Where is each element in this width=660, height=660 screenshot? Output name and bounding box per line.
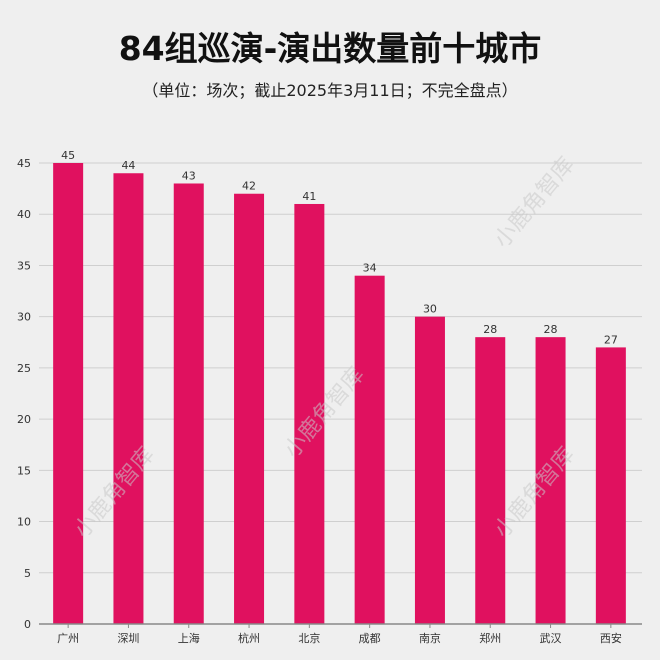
x-tick-label: 南京 bbox=[419, 631, 441, 645]
bar bbox=[113, 173, 144, 624]
data-label: 42 bbox=[242, 180, 256, 193]
y-tick-label: 15 bbox=[17, 464, 31, 477]
bar bbox=[414, 316, 445, 624]
data-label: 44 bbox=[121, 159, 135, 172]
y-tick-label: 0 bbox=[24, 618, 31, 631]
chart-subtitle: （单位：场次；截止2025年3月11日；不完全盘点） bbox=[142, 81, 518, 100]
data-label: 28 bbox=[483, 323, 497, 336]
bar bbox=[354, 275, 385, 624]
data-label: 43 bbox=[182, 169, 196, 182]
x-tick-label: 成都 bbox=[359, 632, 381, 645]
bar bbox=[53, 163, 84, 624]
x-tick-label: 广州 bbox=[57, 632, 79, 645]
bar bbox=[173, 183, 204, 624]
x-tick-label: 郑州 bbox=[479, 631, 501, 645]
bar bbox=[234, 193, 265, 624]
y-tick-label: 5 bbox=[24, 567, 31, 580]
bar bbox=[475, 337, 506, 624]
x-tick-label: 西安 bbox=[600, 631, 622, 645]
chart-title: 84组巡演-演出数量前十城市 bbox=[118, 29, 542, 68]
y-tick-label: 30 bbox=[17, 311, 31, 324]
y-tick-label: 40 bbox=[17, 208, 31, 221]
x-tick-label: 上海 bbox=[178, 631, 200, 645]
y-tick-label: 25 bbox=[17, 362, 31, 375]
data-label: 30 bbox=[423, 303, 437, 316]
data-label: 27 bbox=[604, 333, 618, 346]
data-label: 28 bbox=[544, 323, 558, 336]
x-tick-label: 杭州 bbox=[238, 631, 260, 645]
x-tick-label: 深圳 bbox=[117, 632, 139, 645]
data-label: 34 bbox=[363, 262, 377, 275]
x-tick-label: 武汉 bbox=[540, 632, 562, 645]
y-tick-label: 20 bbox=[17, 413, 31, 426]
y-tick-label: 35 bbox=[17, 259, 31, 272]
y-tick-label: 45 bbox=[17, 157, 31, 170]
data-label: 45 bbox=[61, 149, 75, 162]
bar bbox=[535, 337, 566, 624]
data-label: 41 bbox=[302, 190, 316, 203]
y-tick-label: 10 bbox=[17, 516, 31, 529]
x-tick-label: 北京 bbox=[298, 631, 320, 645]
bar bbox=[294, 203, 325, 624]
bar bbox=[595, 347, 626, 624]
